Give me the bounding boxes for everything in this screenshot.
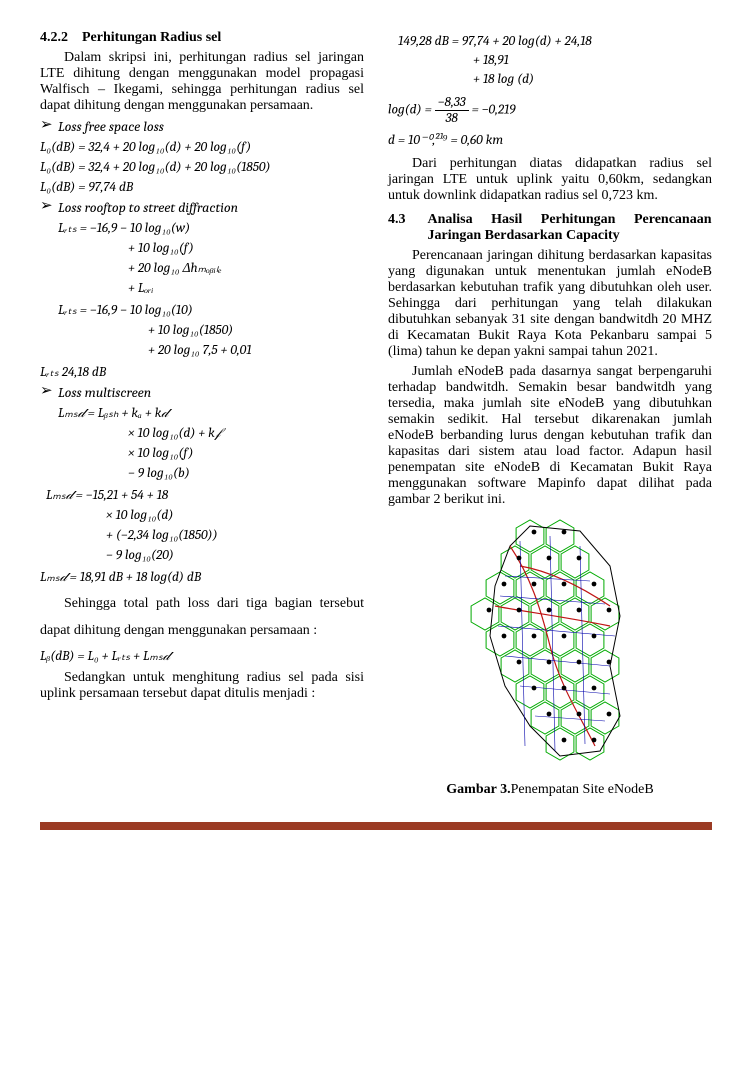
sec-4-3-title: Analisa Hasil Perhitungan Perencanaan Ja… xyxy=(428,212,712,244)
eq-l0-2: L₀(dB) = 32,4 + 20 log₁₀(d) + 20 log₁₀(1… xyxy=(40,159,364,175)
sec-4-2-2-title: Perhitungan Radius sel xyxy=(82,30,221,45)
para-capacity-2: Jumlah eNodeB pada dasarnya sangat berpe… xyxy=(388,364,712,508)
bullet-lfs: ➢ Loss free space loss xyxy=(40,118,364,135)
sec-4-2-2-num: 4.2.2 xyxy=(40,30,68,45)
bullet-lmsd-label: Loss multiscreen xyxy=(58,384,151,401)
eq-lb: Lᵦ(dB) = L₀ + Lᵣₜₛ + Lₘₛ𝒹 xyxy=(40,648,364,664)
figure-caption-bold: Gambar 3. xyxy=(446,782,510,797)
para-total-pathloss: Sehingga total path loss dari tiga bagia… xyxy=(40,591,364,644)
bullet-lmsd: ➢ Loss multiscreen xyxy=(40,384,364,401)
eq-lrts-a: Lᵣₜₛ = −16,9 − 10 log₁₀(w) + 10 log₁₀(f)… xyxy=(58,220,364,296)
hexmap-svg xyxy=(410,516,690,776)
eq-lrts-c: Lᵣₜₛ 24,18 dB xyxy=(40,364,364,380)
figure-caption-text: Penempatan Site eNodeB xyxy=(511,782,654,797)
eq-logd: log(d) = −8,33 38 = −0,219 xyxy=(388,95,712,126)
eq-d: d = 10⁻⁰,²¹⁹ = 0,60 km xyxy=(388,132,712,148)
para-capacity-1: Perencanaan jaringan dihitung berdasarka… xyxy=(388,248,712,360)
sec-4-3-heading: 4.3 Analisa Hasil Perhitungan Perencanaa… xyxy=(388,212,712,244)
bullet-lfs-label: Loss free space loss xyxy=(58,118,164,135)
eq-l0-1: L₀(dB) = 32,4 + 20 log₁₀(d) + 20 log₁₀(f… xyxy=(40,139,364,155)
para-result-radius: Dari perhitungan diatas didapatkan radiu… xyxy=(388,156,712,204)
left-column: 4.2.2 Perhitungan Radius sel Dalam skrip… xyxy=(40,30,364,798)
sec-4-3-num: 4.3 xyxy=(388,212,424,228)
eq-lmsd-a: Lₘₛ𝒹 = Lᵦₛₕ + kₐ + k𝒹 × 10 log₁₀(d) + k𝒻… xyxy=(58,405,364,481)
sec-4-2-2-heading: 4.2.2 Perhitungan Radius sel xyxy=(40,30,364,46)
eq-l0-3: L₀(dB) = 97,74 dB xyxy=(40,179,364,195)
arrow-icon: ➢ xyxy=(40,199,58,214)
eq-149: 149,28 dB = 97,74 + 20 log(d) + 24,18 + … xyxy=(398,34,712,87)
right-column: 149,28 dB = 97,74 + 20 log(d) + 24,18 + … xyxy=(388,30,712,798)
eq-lmsd-b: Lₘₛ𝒹 = −15,21 + 54 + 18 × 10 log₁₀(d) + … xyxy=(46,487,364,563)
para-radius-intro: Dalam skripsi ini, perhitungan radius se… xyxy=(40,50,364,114)
para-uplink: Sedangkan untuk menghitung radius sel pa… xyxy=(40,670,364,702)
eq-lrts-b: Lᵣₜₛ = −16,9 − 10 log₁₀(10) + 10 log₁₀(1… xyxy=(58,302,364,358)
bullet-lrts: ➢ Loss rooftop to street diffraction xyxy=(40,199,364,216)
bullet-lrts-label: Loss rooftop to street diffraction xyxy=(58,199,238,216)
arrow-icon: ➢ xyxy=(40,118,58,133)
footer-rule xyxy=(40,822,712,830)
figure-caption: Gambar 3.Penempatan Site eNodeB xyxy=(388,782,712,798)
eq-lmsd-c: Lₘₛ𝒹 = 18,91 dB + 18 log(d) dB xyxy=(40,569,364,585)
figure-hexmap xyxy=(388,516,712,776)
arrow-icon: ➢ xyxy=(40,384,58,399)
